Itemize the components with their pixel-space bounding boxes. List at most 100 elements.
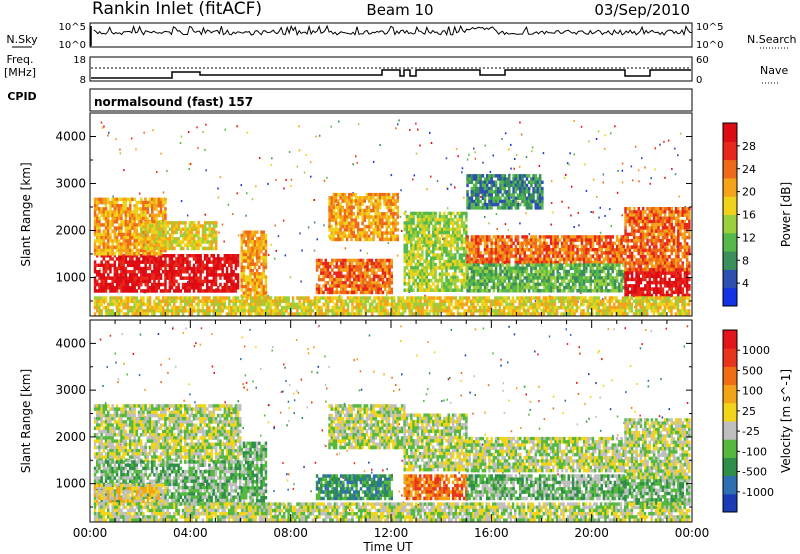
power-echo-pixel bbox=[655, 274, 658, 278]
power-echo-pixel bbox=[501, 279, 504, 283]
power-echo-pixel bbox=[113, 263, 117, 268]
power-echo-pixel bbox=[363, 199, 366, 203]
power-echo-pixel bbox=[483, 260, 487, 265]
power-echo-pixel bbox=[355, 290, 358, 295]
power-echo-pixel bbox=[609, 235, 612, 239]
power-noise-pixel bbox=[570, 214, 572, 217]
power-echo-pixel bbox=[315, 258, 319, 263]
power-echo-pixel bbox=[260, 281, 263, 286]
power-echo-pixel bbox=[137, 239, 141, 243]
power-echo-pixel bbox=[609, 273, 612, 277]
power-echo-pixel bbox=[258, 249, 261, 254]
power-echo-region bbox=[466, 235, 625, 265]
power-echo-pixel bbox=[377, 277, 380, 282]
power-echo-pixel bbox=[159, 254, 163, 258]
power-echo-pixel bbox=[184, 276, 187, 280]
power-echo-pixel bbox=[552, 285, 555, 290]
power-echo-pixel bbox=[567, 251, 570, 255]
power-echo-pixel bbox=[345, 237, 349, 242]
power-echo-pixel bbox=[497, 244, 500, 249]
power-echo-pixel bbox=[115, 239, 119, 243]
power-echo-pixel bbox=[552, 260, 555, 265]
power-echo-pixel bbox=[315, 265, 319, 269]
power-echo-pixel bbox=[249, 265, 252, 270]
power-echo-pixel bbox=[392, 237, 395, 242]
power-noise-pixel bbox=[567, 206, 570, 209]
power-echo-pixel bbox=[412, 230, 415, 235]
power-echo-pixel bbox=[212, 266, 216, 271]
power-echo-pixel bbox=[177, 286, 180, 290]
power-echo-pixel bbox=[186, 286, 189, 290]
power-echo-pixel bbox=[354, 199, 358, 203]
power-noise-pixel bbox=[366, 252, 369, 255]
power-echo-pixel bbox=[377, 265, 380, 269]
power-echo-pixel bbox=[186, 266, 189, 271]
power-echo-pixel bbox=[635, 284, 638, 288]
power-echo-pixel bbox=[184, 289, 187, 293]
power-echo-pixel bbox=[370, 231, 373, 235]
power-echo-pixel bbox=[367, 199, 371, 203]
power-echo-pixel bbox=[111, 213, 114, 218]
power-echo-pixel bbox=[341, 205, 344, 210]
power-echo-pixel bbox=[547, 254, 551, 258]
power-echo-pixel bbox=[137, 270, 141, 274]
power-echo-pixel bbox=[255, 294, 259, 298]
power-echo-pixel bbox=[565, 276, 568, 280]
power-echo-pixel bbox=[620, 289, 623, 293]
power-noise-pixel bbox=[593, 257, 595, 260]
power-noise-pixel bbox=[595, 138, 598, 140]
power-echo-pixel bbox=[598, 235, 601, 239]
power-noise-pixel bbox=[501, 137, 503, 140]
power-noise-pixel bbox=[289, 276, 292, 279]
power-echo-pixel bbox=[585, 276, 588, 280]
power-echo-pixel bbox=[468, 260, 471, 265]
power-noise-pixel bbox=[580, 292, 582, 294]
power-echo-pixel bbox=[376, 192, 380, 197]
power-echo-pixel bbox=[151, 286, 154, 290]
power-echo-pixel bbox=[144, 260, 147, 264]
power-echo-pixel bbox=[162, 254, 165, 258]
power-echo-pixel bbox=[565, 238, 568, 242]
power-echo-pixel bbox=[255, 272, 259, 276]
power-echo-pixel bbox=[648, 284, 651, 288]
power-echo-pixel bbox=[593, 269, 597, 274]
power-echo-pixel bbox=[160, 246, 163, 251]
power-echo-pixel bbox=[345, 221, 349, 226]
power-noise-pixel bbox=[569, 152, 571, 155]
power-echo-pixel bbox=[633, 287, 636, 291]
power-echo-pixel bbox=[508, 248, 511, 252]
power-echo-pixel bbox=[567, 269, 570, 274]
power-echo-pixel bbox=[389, 212, 393, 216]
power-echo-pixel bbox=[142, 257, 145, 261]
power-echo-pixel bbox=[98, 220, 101, 224]
power-echo-pixel bbox=[157, 270, 161, 274]
power-echo-pixel bbox=[646, 223, 649, 227]
power-echo-pixel bbox=[151, 273, 154, 277]
power-echo-pixel bbox=[247, 256, 250, 260]
power-echo-pixel bbox=[170, 266, 174, 271]
power-echo-pixel bbox=[153, 260, 156, 264]
power-echo-pixel bbox=[104, 213, 108, 218]
power-echo-pixel bbox=[443, 243, 446, 248]
power-echo-pixel bbox=[607, 276, 610, 280]
power-echo-pixel bbox=[164, 266, 167, 271]
power-echo-pixel bbox=[120, 216, 123, 221]
power-noise-pixel bbox=[641, 157, 643, 160]
power-echo-pixel bbox=[160, 233, 163, 238]
power-echo-pixel bbox=[251, 259, 254, 263]
power-echo-pixel bbox=[468, 241, 471, 246]
power-echo-pixel bbox=[144, 243, 148, 247]
power-echo-pixel bbox=[620, 244, 623, 249]
power-echo-pixel bbox=[326, 268, 330, 272]
power-echo-pixel bbox=[122, 279, 125, 284]
power-echo-pixel bbox=[532, 235, 535, 239]
power-echo-pixel bbox=[188, 282, 191, 287]
power-echo-pixel bbox=[670, 287, 673, 291]
power-echo-pixel bbox=[201, 237, 205, 241]
power-echo-pixel bbox=[115, 197, 119, 202]
power-echo-pixel bbox=[582, 289, 586, 293]
power-echo-pixel bbox=[131, 289, 134, 293]
power-echo-pixel bbox=[188, 266, 191, 271]
power-echo-pixel bbox=[519, 254, 522, 258]
power-echo-pixel bbox=[146, 248, 150, 253]
